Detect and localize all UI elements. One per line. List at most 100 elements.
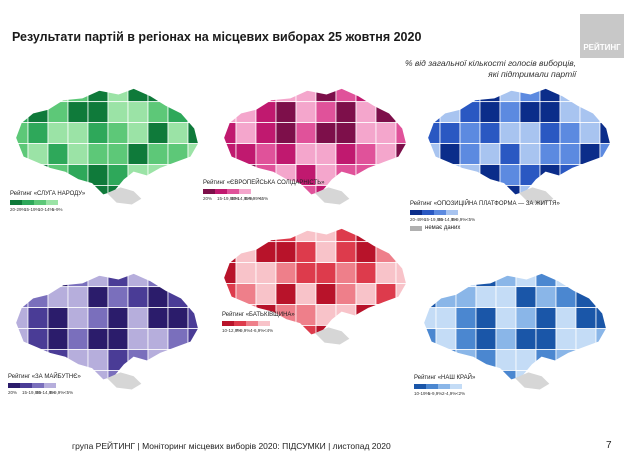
region-nashkrai-3-2 [455, 328, 477, 350]
legend-swatch-sluha-2 [34, 200, 46, 205]
region-zamaybutne-3-3 [67, 328, 89, 350]
legend-tick-zamaybutne-0: 20% [8, 390, 18, 395]
legend-ticks-opzzh: 20-49% 15-19,9% 10-14,9% 5-9,9% <5% [410, 217, 480, 222]
legend-swatch-batk-0 [222, 321, 234, 326]
region-nashkrai-3-0 [423, 328, 437, 350]
region-nashkrai-1-4 [495, 286, 517, 308]
region-nashkrai-4-4 [495, 349, 517, 371]
region-opzzh-2-1 [439, 122, 461, 144]
legend-tick-nashkrai-1: 5-9,9% [428, 391, 443, 396]
region-sluha-0-0 [15, 88, 29, 103]
region-es-3-2 [255, 143, 277, 165]
region-batk-5-3 [275, 325, 297, 335]
legend-tick-sluha-0: 20-29% [10, 207, 26, 212]
legend-ticks-sluha: 20-29% 15-19% 10-14% 5-9% [10, 207, 66, 212]
map-subtitle: % від загальної кількості голосів виборц… [380, 58, 576, 80]
page-number: 7 [606, 440, 612, 451]
region-zamaybutne-1-5 [107, 286, 129, 308]
rating-logo: РЕЙТИНГ [580, 14, 624, 58]
region-batk-0-2 [255, 228, 277, 243]
legend-tick-es-1: 15-19,99% [217, 196, 239, 201]
region-zamaybutne-3-9 [187, 328, 199, 350]
region-es-1-4 [295, 101, 317, 123]
region-es-2-1 [235, 122, 257, 144]
region-nashkrai-3-4 [495, 328, 517, 350]
region-nashkrai-3-9 [595, 328, 607, 350]
region-batk-4-4 [295, 304, 317, 326]
region-batk-3-2 [255, 283, 277, 305]
region-nashkrai-4-0 [423, 349, 437, 371]
region-batk-0-0 [223, 228, 237, 243]
map-opzzh [420, 80, 630, 210]
region-batk-0-6 [335, 228, 357, 243]
region-opzzh-3-7 [559, 143, 581, 165]
region-batk-4-7 [355, 304, 377, 326]
map-svg-batk [223, 227, 407, 345]
legend-no-data: немає даних [410, 225, 460, 231]
legend-swatch-opzzh-3 [446, 210, 458, 215]
legend-tick-zamaybutne-3: 5-9,9% [50, 390, 65, 395]
region-nashkrai-1-6 [535, 286, 557, 308]
region-zamaybutne-5-8 [167, 370, 189, 380]
region-sluha-3-2 [47, 143, 69, 165]
region-nashkrai-3-3 [475, 328, 497, 350]
region-opzzh-2-6 [539, 122, 561, 144]
legend-tick-es-3: 5-9,99% [245, 196, 262, 201]
region-es-0-7 [355, 88, 377, 103]
region-opzzh-5-7 [559, 185, 581, 195]
region-batk-2-0 [223, 262, 237, 284]
region-nashkrai-2-0 [423, 307, 437, 329]
region-nashkrai-2-6 [535, 307, 557, 329]
region-opzzh-0-6 [539, 88, 561, 103]
legend-swatch-nashkrai-3 [450, 384, 462, 389]
ukraine-outline-es [223, 87, 407, 196]
region-sluha-0-6 [127, 88, 149, 103]
region-nashkrai-2-1 [435, 307, 457, 329]
region-opzzh-2-8 [579, 122, 601, 144]
region-opzzh-5-9 [599, 185, 611, 195]
legend-tick-nashkrai-2: 2-4,9% [442, 391, 457, 396]
region-batk-4-9 [395, 304, 407, 326]
map-svg-opzzh [427, 87, 611, 205]
legend-ticks-zamaybutne: 20% 15-19,9% 10-14,9% 5-9,9% <5% [8, 390, 78, 395]
region-batk-3-7 [355, 283, 377, 305]
legend-tick-sluha-1: 15-19% [24, 207, 40, 212]
region-es-4-9 [395, 164, 407, 186]
region-nashkrai-1-9 [595, 286, 607, 308]
region-es-1-9 [395, 101, 407, 123]
region-sluha-3-1 [27, 143, 49, 165]
region-nashkrai-0-8 [575, 273, 597, 288]
region-zamaybutne-4-9 [187, 349, 199, 371]
region-zamaybutne-5-9 [187, 370, 199, 380]
map-svg-sluha [15, 87, 199, 205]
legend-ticks-batk: 10-12,9% 7-9,9% 4-6,9% <4% [222, 328, 278, 333]
region-opzzh-3-0 [427, 143, 441, 165]
region-es-5-3 [275, 185, 297, 195]
region-zamaybutne-0-6 [127, 273, 149, 288]
region-zamaybutne-0-8 [167, 273, 189, 288]
region-zamaybutne-1-8 [167, 286, 189, 308]
legend-swatches-batk [222, 321, 270, 326]
region-batk-1-9 [395, 241, 407, 263]
region-es-3-9 [395, 143, 407, 165]
region-nashkrai-0-0 [423, 273, 437, 288]
region-batk-5-7 [355, 325, 377, 335]
region-zamaybutne-4-2 [47, 349, 69, 371]
legend-swatch-nashkrai-1 [426, 384, 438, 389]
region-es-4-8 [375, 164, 397, 186]
region-sluha-1-6 [127, 101, 149, 123]
region-opzzh-2-5 [519, 122, 541, 144]
region-sluha-2-2 [47, 122, 69, 144]
region-nashkrai-1-8 [575, 286, 597, 308]
region-zamaybutne-3-6 [127, 328, 149, 350]
region-nashkrai-1-3 [475, 286, 497, 308]
region-zamaybutne-0-7 [147, 273, 169, 288]
legend-title-sluha: Рейтинг «СЛУГА НАРОДУ» [10, 191, 86, 197]
region-sluha-4-0 [15, 164, 29, 186]
region-sluha-5-7 [147, 185, 169, 195]
region-nashkrai-0-2 [455, 273, 477, 288]
legend-swatch-opzzh-1 [422, 210, 434, 215]
region-zamaybutne-2-7 [147, 307, 169, 329]
region-batk-3-1 [235, 283, 257, 305]
region-zamaybutne-4-0 [15, 349, 29, 371]
